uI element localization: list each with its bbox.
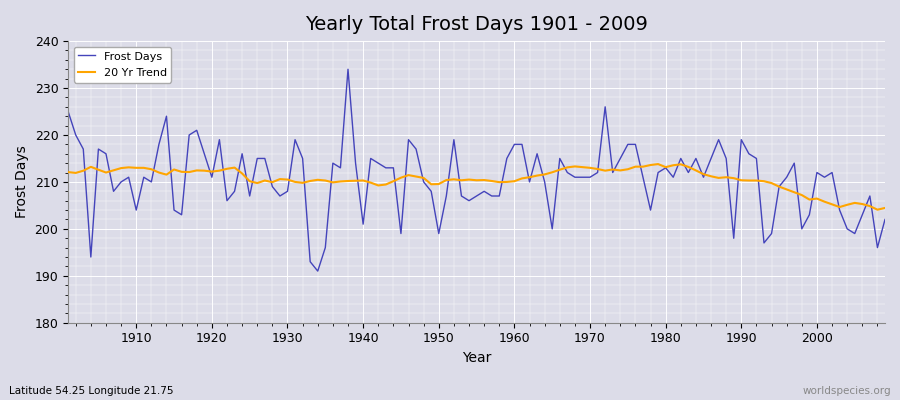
Frost Days	[63, 109, 74, 114]
Legend: Frost Days, 20 Yr Trend: Frost Days, 20 Yr Trend	[74, 47, 171, 83]
X-axis label: Year: Year	[462, 351, 491, 365]
20 Yr Trend	[335, 179, 346, 184]
Frost Days	[524, 180, 535, 184]
Frost Days	[123, 175, 134, 180]
Y-axis label: Frost Days: Frost Days	[15, 146, 29, 218]
20 Yr Trend	[879, 206, 890, 210]
20 Yr Trend	[872, 207, 883, 212]
Frost Days	[312, 269, 323, 274]
Title: Yearly Total Frost Days 1901 - 2009: Yearly Total Frost Days 1901 - 2009	[305, 15, 648, 34]
Frost Days	[343, 67, 354, 72]
20 Yr Trend	[509, 179, 520, 184]
20 Yr Trend	[501, 180, 512, 184]
20 Yr Trend	[63, 170, 74, 174]
Line: 20 Yr Trend: 20 Yr Trend	[68, 164, 885, 210]
20 Yr Trend	[652, 162, 663, 166]
Frost Days	[290, 137, 301, 142]
20 Yr Trend	[123, 165, 134, 170]
Text: Latitude 54.25 Longitude 21.75: Latitude 54.25 Longitude 21.75	[9, 386, 174, 396]
Text: worldspecies.org: worldspecies.org	[803, 386, 891, 396]
Line: Frost Days: Frost Days	[68, 69, 885, 271]
20 Yr Trend	[290, 180, 301, 184]
Frost Days	[350, 161, 361, 166]
Frost Days	[879, 217, 890, 222]
Frost Days	[517, 142, 527, 147]
20 Yr Trend	[599, 168, 610, 173]
Frost Days	[615, 156, 626, 161]
